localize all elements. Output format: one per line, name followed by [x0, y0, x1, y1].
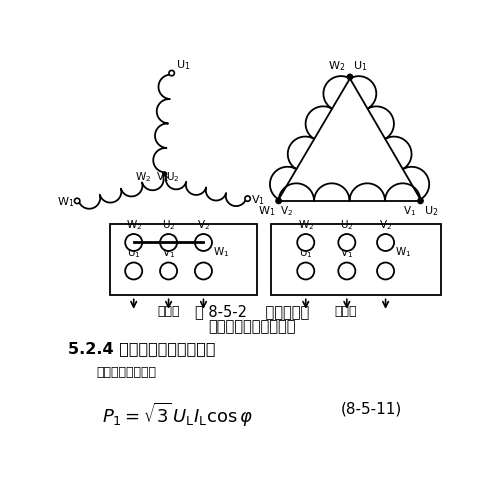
Text: V$_1$: V$_1$ — [403, 204, 417, 218]
Bar — [110, 224, 257, 295]
Circle shape — [125, 262, 142, 280]
Circle shape — [74, 198, 80, 203]
Text: U$_2$: U$_2$ — [162, 218, 176, 232]
Text: V$_2$: V$_2$ — [280, 204, 293, 218]
Text: V$_2$: V$_2$ — [156, 170, 169, 184]
Text: V$_1$: V$_1$ — [162, 246, 175, 260]
Circle shape — [195, 262, 212, 280]
Text: W$_1$: W$_1$ — [213, 245, 229, 258]
Text: 图 8-5-2    定子绕组的: 图 8-5-2 定子绕组的 — [195, 304, 310, 319]
Text: V$_1$: V$_1$ — [251, 193, 265, 207]
Circle shape — [297, 234, 314, 251]
Text: V$_2$: V$_2$ — [379, 218, 392, 232]
Text: W$_2$: W$_2$ — [298, 218, 314, 232]
Text: (8-5-11): (8-5-11) — [341, 401, 402, 416]
Text: W$_2$: W$_2$ — [328, 60, 345, 73]
Text: W$_2$: W$_2$ — [135, 170, 151, 184]
Circle shape — [338, 234, 355, 251]
Text: U$_2$: U$_2$ — [423, 204, 438, 218]
Circle shape — [338, 262, 355, 280]
Text: W$_1$: W$_1$ — [395, 245, 411, 258]
Text: U$_2$: U$_2$ — [166, 170, 180, 184]
Circle shape — [418, 198, 423, 203]
Circle shape — [347, 74, 352, 80]
Text: U$_1$: U$_1$ — [176, 58, 190, 72]
Text: 星形联接和三角形联接: 星形联接和三角形联接 — [209, 320, 296, 334]
Text: U$_1$: U$_1$ — [127, 246, 141, 260]
Text: 接电源: 接电源 — [157, 305, 180, 318]
Circle shape — [125, 234, 142, 251]
Circle shape — [160, 234, 177, 251]
Text: W$_1$: W$_1$ — [258, 204, 276, 218]
Text: U$_1$: U$_1$ — [353, 60, 367, 73]
Text: 电动机的输入功率: 电动机的输入功率 — [97, 366, 156, 380]
Text: 5.2.4 功率、效率和功率因数: 5.2.4 功率、效率和功率因数 — [68, 341, 215, 356]
Circle shape — [377, 262, 394, 280]
Bar — [271, 224, 441, 295]
Text: 接电源: 接电源 — [334, 305, 357, 318]
Circle shape — [377, 234, 394, 251]
Circle shape — [276, 198, 282, 203]
Text: V$_2$: V$_2$ — [197, 218, 210, 232]
Circle shape — [160, 262, 177, 280]
Text: U$_2$: U$_2$ — [340, 218, 353, 232]
Circle shape — [169, 70, 175, 76]
Circle shape — [163, 172, 167, 176]
Text: V$_1$: V$_1$ — [340, 246, 353, 260]
Circle shape — [297, 262, 314, 280]
Circle shape — [195, 234, 212, 251]
Text: W$_1$: W$_1$ — [58, 196, 75, 209]
Text: W$_2$: W$_2$ — [126, 218, 142, 232]
Circle shape — [245, 196, 250, 202]
Text: U$_1$: U$_1$ — [299, 246, 313, 260]
Text: $P_1 = \sqrt{3}\,U_{\rm L}I_{\rm L}\cos\varphi$: $P_1 = \sqrt{3}\,U_{\rm L}I_{\rm L}\cos\… — [102, 401, 253, 429]
